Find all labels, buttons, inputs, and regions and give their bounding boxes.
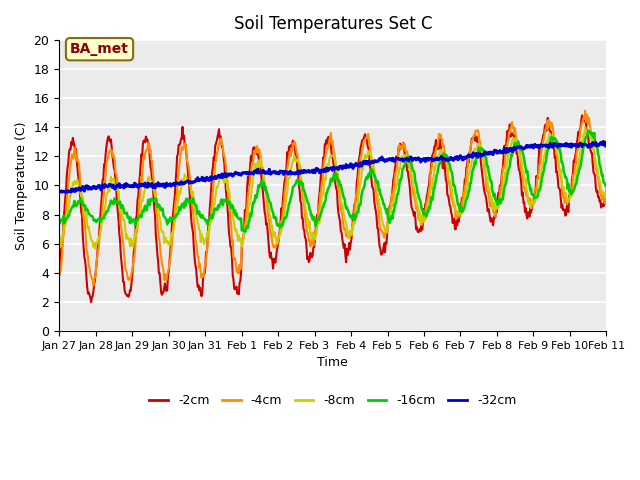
-4cm bbox=[90, 283, 97, 288]
-32cm bbox=[65, 189, 73, 194]
-8cm bbox=[581, 124, 589, 130]
-8cm bbox=[178, 180, 186, 185]
-8cm bbox=[122, 236, 130, 241]
-16cm bbox=[242, 228, 250, 234]
-32cm bbox=[415, 157, 423, 163]
-16cm bbox=[177, 204, 185, 210]
-16cm bbox=[206, 215, 214, 220]
-16cm bbox=[400, 163, 408, 169]
-8cm bbox=[400, 157, 408, 163]
-32cm bbox=[55, 190, 63, 195]
-32cm bbox=[399, 158, 407, 164]
-2cm bbox=[87, 300, 95, 305]
-16cm bbox=[603, 182, 611, 188]
-4cm bbox=[603, 184, 611, 190]
-32cm bbox=[600, 139, 607, 144]
-8cm bbox=[55, 245, 63, 251]
-2cm bbox=[207, 195, 214, 201]
X-axis label: Time: Time bbox=[317, 356, 348, 369]
-16cm bbox=[584, 128, 592, 133]
-2cm bbox=[65, 149, 73, 155]
-32cm bbox=[122, 184, 129, 190]
-32cm bbox=[206, 177, 214, 182]
-4cm bbox=[207, 218, 214, 224]
Line: -2cm: -2cm bbox=[59, 116, 607, 302]
-2cm bbox=[400, 142, 408, 147]
-16cm bbox=[416, 197, 424, 203]
Line: -8cm: -8cm bbox=[59, 127, 607, 249]
-4cm bbox=[581, 108, 589, 114]
-4cm bbox=[178, 144, 186, 150]
Text: BA_met: BA_met bbox=[70, 42, 129, 56]
-16cm bbox=[55, 219, 63, 225]
Line: -32cm: -32cm bbox=[59, 142, 607, 192]
-32cm bbox=[603, 140, 611, 145]
-8cm bbox=[603, 194, 611, 200]
-4cm bbox=[55, 272, 63, 278]
-4cm bbox=[122, 268, 130, 274]
-32cm bbox=[177, 179, 185, 185]
-16cm bbox=[65, 213, 73, 218]
-8cm bbox=[65, 202, 73, 208]
-8cm bbox=[416, 209, 424, 215]
-4cm bbox=[400, 143, 408, 149]
-2cm bbox=[578, 113, 586, 119]
Line: -16cm: -16cm bbox=[59, 131, 607, 231]
-4cm bbox=[416, 212, 424, 218]
Line: -4cm: -4cm bbox=[59, 111, 607, 286]
-8cm bbox=[207, 219, 214, 225]
-2cm bbox=[603, 190, 611, 196]
-8cm bbox=[91, 246, 99, 252]
-2cm bbox=[122, 291, 130, 297]
-16cm bbox=[122, 211, 129, 216]
Y-axis label: Soil Temperature (C): Soil Temperature (C) bbox=[15, 121, 28, 250]
-4cm bbox=[65, 176, 73, 181]
-2cm bbox=[178, 134, 186, 140]
Title: Soil Temperatures Set C: Soil Temperatures Set C bbox=[234, 15, 432, 33]
Legend: -2cm, -4cm, -8cm, -16cm, -32cm: -2cm, -4cm, -8cm, -16cm, -32cm bbox=[144, 389, 522, 412]
-2cm bbox=[55, 273, 63, 278]
-2cm bbox=[416, 226, 424, 232]
